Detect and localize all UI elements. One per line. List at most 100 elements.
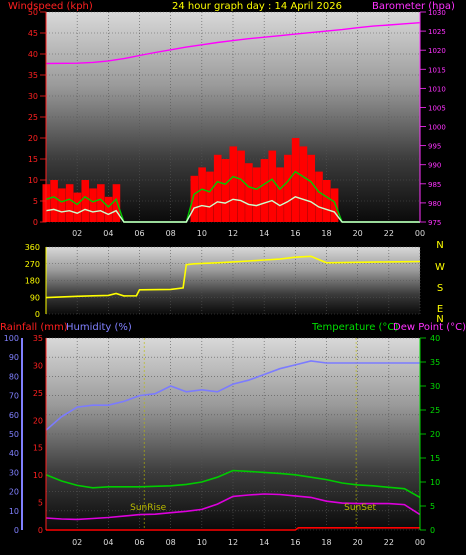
y-tick-label: 20 (430, 430, 440, 439)
y-tick-label: 70 (9, 392, 19, 401)
y-tick-label: 5 (430, 502, 435, 511)
dewpoint-axis-label: Dew Point (°C) (393, 322, 466, 333)
x-tick-label: 12 (228, 538, 238, 547)
wind-bar (112, 184, 121, 222)
dewpoint-line (45, 493, 421, 521)
sun-marker-label: SunSet (344, 503, 376, 513)
x-tick-label: 06 (134, 229, 144, 238)
x-tick-label: 18 (321, 229, 331, 238)
y-tick-label: 10 (9, 507, 19, 516)
compass-label: W (435, 262, 445, 273)
wind-bar (276, 167, 284, 222)
y-tick-label: 1005 (428, 104, 446, 112)
x-tick-label: 08 (166, 538, 176, 547)
y-tick-label: 1030 (428, 9, 446, 17)
y-tick-label: 985 (428, 181, 441, 189)
rainfall-line (46, 527, 420, 531)
y-tick-label: 0 (35, 310, 40, 319)
wind-bar (221, 159, 230, 222)
wind-bar (97, 184, 105, 222)
y-tick-label: 15 (28, 155, 38, 164)
y-tick-label: 80 (9, 372, 19, 381)
wind-bar (229, 146, 238, 222)
y-tick-label: 35 (33, 334, 43, 343)
y-tick-label: 30 (9, 468, 19, 477)
y-tick-label: 0 (430, 526, 435, 535)
rain-axis-label: Rainfall (mm) (0, 322, 68, 333)
y-tick-label: 0 (33, 218, 38, 227)
y-tick-label: 1015 (428, 66, 446, 74)
wind-bar (330, 188, 339, 222)
wind-bar (323, 180, 331, 222)
compass-label: N (436, 240, 443, 251)
wind-bar (260, 159, 269, 222)
y-tick-label: 25 (28, 113, 38, 122)
wind-bar (89, 188, 97, 222)
x-tick-label: 02 (72, 538, 82, 547)
x-tick-label: 20 (353, 538, 363, 547)
humidity-axis-label: Humidity (%) (66, 322, 132, 333)
temperature-line (45, 469, 421, 499)
y-tick-label: 30 (430, 382, 440, 391)
y-tick-label: 5 (38, 499, 43, 508)
compass-label: E (437, 304, 443, 315)
wind-axis-label: Windspeed (kph) (8, 1, 93, 12)
humidity-line (45, 360, 420, 431)
x-tick-label: 14 (259, 229, 269, 238)
x-tick-label: 20 (353, 229, 363, 238)
y-tick-label: 25 (33, 389, 43, 398)
wind-bar (50, 180, 58, 222)
y-tick-label: 30 (28, 92, 38, 101)
wind-bar (190, 175, 199, 222)
wind-bar (206, 171, 214, 222)
y-tick-label: 35 (28, 71, 38, 80)
wind-bar (252, 167, 261, 222)
y-tick-label: 20 (28, 134, 38, 143)
y-tick-label: 995 (428, 143, 441, 151)
y-tick-label: 50 (9, 430, 19, 439)
x-tick-label: 16 (290, 538, 300, 547)
y-tick-label: 1025 (428, 28, 446, 36)
wind-bar (73, 192, 82, 222)
wind-bar (284, 154, 292, 222)
compass-label: N (436, 314, 443, 325)
chart-title: 24 hour graph day : 14 April 2026 (172, 1, 342, 12)
x-tick-label: 08 (166, 229, 176, 238)
y-tick-label: 0 (38, 526, 43, 535)
x-tick-label: 12 (228, 229, 238, 238)
y-tick-label: 25 (430, 406, 440, 415)
wind-bar (299, 146, 308, 222)
y-tick-label: 10 (33, 471, 43, 480)
y-tick-label: 990 (428, 162, 441, 170)
y-tick-label: 360 (25, 243, 40, 252)
y-tick-label: 60 (9, 411, 19, 420)
y-tick-label: 90 (30, 293, 40, 302)
y-tick-label: 15 (430, 454, 440, 463)
wind-bar (307, 154, 316, 222)
y-tick-label: 180 (25, 277, 40, 286)
y-tick-label: 15 (33, 444, 43, 453)
y-tick-label: 100 (4, 334, 19, 343)
wind-bar (245, 163, 253, 222)
wind-bar (104, 196, 113, 222)
y-tick-label: 35 (430, 358, 440, 367)
x-tick-label: 00 (415, 229, 425, 238)
compass-label: S (437, 283, 443, 294)
x-tick-label: 22 (384, 538, 394, 547)
wind-bar (65, 184, 74, 222)
y-tick-label: 5 (33, 197, 38, 206)
sun-marker-label: SunRise (130, 503, 167, 513)
wind-bar (268, 150, 277, 222)
x-tick-label: 00 (415, 538, 425, 547)
x-tick-label: 14 (259, 538, 269, 547)
y-tick-label: 10 (28, 176, 38, 185)
x-tick-label: 10 (197, 538, 207, 547)
y-tick-label: 1020 (428, 47, 446, 55)
x-tick-label: 18 (321, 538, 331, 547)
y-tick-label: 270 (25, 260, 40, 269)
wind-mean-line (45, 196, 420, 223)
y-tick-label: 20 (9, 488, 19, 497)
y-tick-label: 45 (28, 29, 38, 38)
y-tick-label: 1010 (428, 85, 446, 93)
